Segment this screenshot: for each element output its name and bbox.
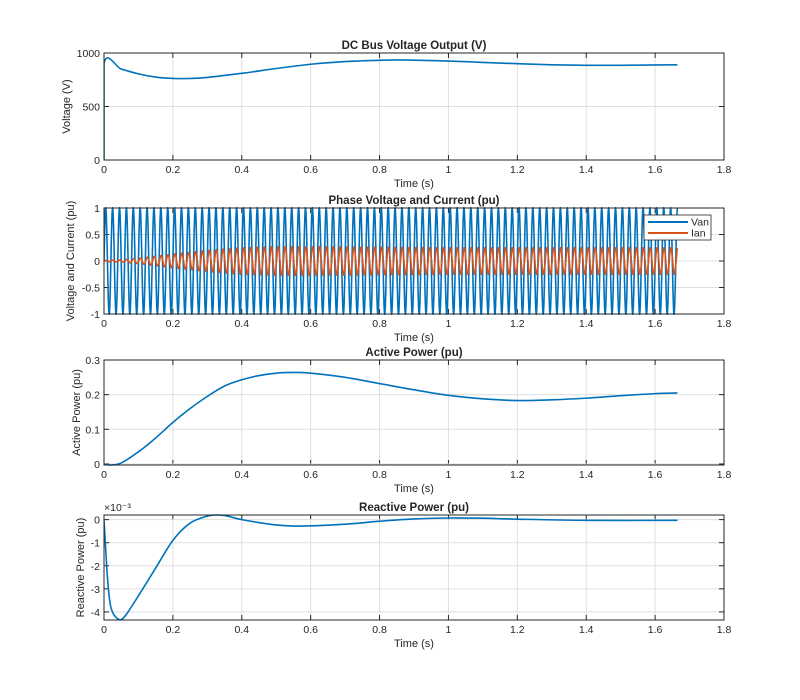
- x-axis-label: Time (s): [394, 178, 434, 190]
- y-tick-label: 1000: [77, 48, 101, 60]
- x-tick-label: 0.6: [303, 164, 318, 176]
- x-tick-label: 1.6: [648, 164, 663, 176]
- y-axis-label: Active Power (pu): [71, 369, 83, 456]
- x-tick-label: 0: [101, 624, 107, 636]
- x-tick-label: 1.6: [648, 469, 663, 481]
- x-tick-label: 0.2: [166, 469, 181, 481]
- x-tick-label: 0.4: [234, 164, 249, 176]
- y-exponent-label: ×10⁻³: [104, 502, 131, 514]
- van-line: [104, 207, 679, 315]
- y-tick-label: -2: [91, 561, 100, 573]
- x-tick-label: 0.2: [166, 318, 181, 330]
- x-tick-label: 0.6: [303, 318, 318, 330]
- plot-title: Reactive Power (pu): [359, 502, 469, 514]
- legend-label-van: Van: [691, 217, 709, 229]
- x-tick-label: 0: [101, 469, 107, 481]
- x-tick-label: 1: [446, 469, 452, 481]
- y-axis-label: Voltage (V): [61, 79, 73, 133]
- x-tick-label: 1: [446, 624, 452, 636]
- plot-title: Active Power (pu): [365, 347, 462, 359]
- active-power-plot: 0 0.2 0.4 0.6 0.8 1 1.2 1.4 1.6 1.800.10.20.3Acti…: [71, 347, 731, 495]
- plot-area: [104, 360, 724, 465]
- x-tick-label: 1.6: [648, 624, 663, 636]
- plot-title: Phase Voltage and Current (pu): [328, 195, 499, 207]
- x-tick-label: 0.4: [234, 318, 249, 330]
- y-tick-label: -0.5: [82, 283, 100, 295]
- phase-voltage-current-plot: 0 0.2 0.4 0.6 0.8 1 1.2 1.4 1.6 1.8 -1 -0.5 0 0.5 1 Pha…: [65, 195, 731, 344]
- x-tick-label: 0.4: [234, 469, 249, 481]
- x-tick-label: 1.4: [579, 469, 594, 481]
- x-tick-label: 1.8: [717, 318, 732, 330]
- y-tick-label: 0: [94, 256, 100, 268]
- x-tick-label: 0.6: [303, 624, 318, 636]
- y-tick-label: -1: [91, 538, 100, 550]
- x-axis-label: Time (s): [394, 332, 434, 344]
- x-tick-label: 1.2: [510, 318, 525, 330]
- legend-box: [643, 214, 712, 241]
- x-tick-label: 1.2: [510, 624, 525, 636]
- y-tick-label: -1: [91, 309, 100, 321]
- axes-box: [103, 207, 725, 315]
- axes-box: [103, 359, 725, 466]
- dc-bus-voltage-plot: 0 0.2 0.4 0.6 0.8 1 1.2 1.4 1.6 1.8 0 500 1000 DC Bus…: [61, 40, 731, 190]
- x-tick-label: 1.2: [510, 164, 525, 176]
- x-tick-label: 0.8: [372, 318, 387, 330]
- x-tick-label: 1.8: [717, 469, 732, 481]
- x-tick-label: 1.6: [648, 318, 663, 330]
- x-tick-label: 0.4: [234, 624, 249, 636]
- legend-label-ian: Ian: [691, 228, 706, 240]
- x-tick-label: 1.8: [717, 164, 732, 176]
- ian-line: [104, 245, 679, 277]
- x-tick-label: 1.4: [579, 624, 594, 636]
- y-tick-label: -3: [91, 584, 100, 596]
- x-tick-label: 1.8: [717, 624, 732, 636]
- x-tick-label: 0.2: [166, 624, 181, 636]
- reactive-power-plot: 0 0.2 0.4 0.6 0.8 1 1.2 1.4 1.6 1.8 -4 -3 -2 -1 0 React…: [75, 502, 731, 650]
- y-tick-label: 500: [82, 102, 100, 114]
- x-tick-label: 1.4: [579, 318, 594, 330]
- series-line: [104, 371, 678, 466]
- y-tick-label: 0.3: [85, 355, 100, 367]
- y-axis-label: Voltage and Current (pu): [65, 201, 77, 321]
- x-tick-label: 1: [446, 318, 452, 330]
- plot-title: DC Bus Voltage Output (V): [342, 40, 487, 52]
- x-tick-label: 0: [101, 164, 107, 176]
- x-axis-label: Time (s): [394, 483, 434, 495]
- x-tick-label: 1: [446, 164, 452, 176]
- y-tick-label: 0.1: [85, 424, 100, 436]
- y-tick-label: 0: [94, 459, 100, 471]
- y-tick-label: 0: [94, 155, 100, 167]
- y-axis-label: Reactive Power (pu): [75, 518, 87, 618]
- x-tick-label: 0: [101, 318, 107, 330]
- x-tick-label: 1.2: [510, 469, 525, 481]
- x-axis-label: Time (s): [394, 638, 434, 650]
- x-tick-label: 0.2: [166, 164, 181, 176]
- series-line: [104, 514, 678, 621]
- x-tick-label: 0.8: [372, 624, 387, 636]
- x-tick-label: 0.6: [303, 469, 318, 481]
- y-tick-label: 0.5: [85, 230, 100, 242]
- y-tick-label: -4: [91, 607, 100, 619]
- x-tick-label: 1.4: [579, 164, 594, 176]
- series-line: [104, 57, 678, 160]
- x-tick-label: 0.8: [372, 164, 387, 176]
- y-tick-label: 0.2: [85, 390, 100, 402]
- y-tick-label: 1: [94, 203, 100, 215]
- x-tick-label: 0.8: [372, 469, 387, 481]
- axes-box: [103, 514, 725, 621]
- plot-area: [104, 515, 724, 620]
- y-tick-label: 0: [94, 515, 100, 527]
- axes-box: [103, 52, 725, 161]
